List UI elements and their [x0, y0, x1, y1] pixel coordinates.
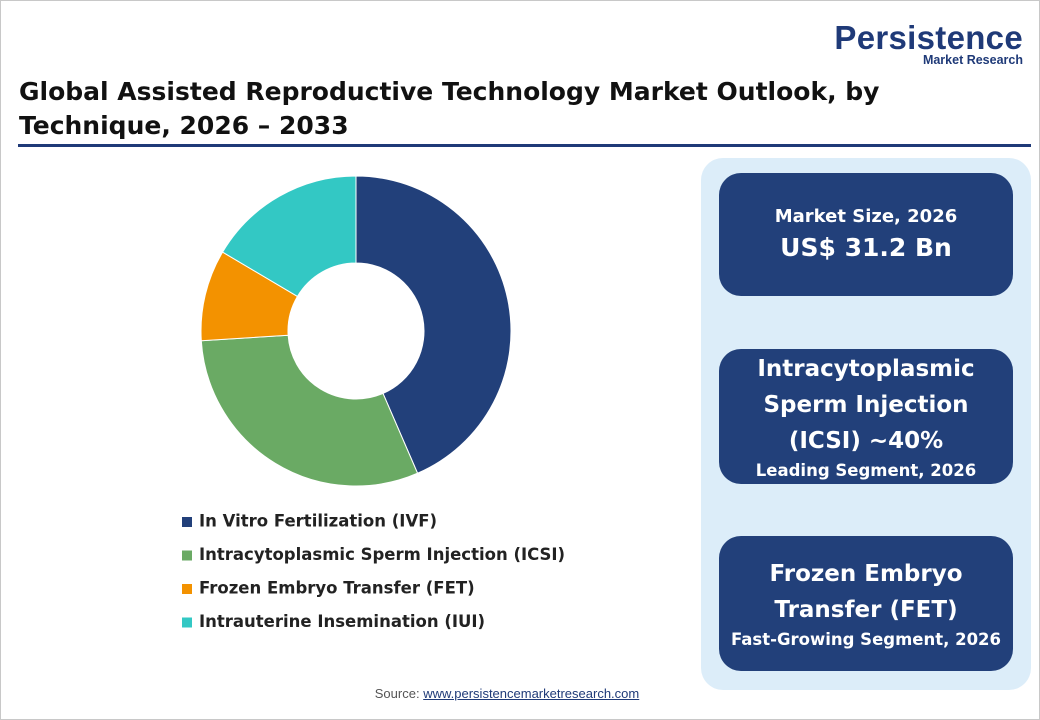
card-value: US$ 31.2 Bn	[780, 232, 952, 262]
legend-label: Intracytoplasmic Sperm Injection (ICSI)	[199, 545, 565, 564]
pie-slice	[355, 175, 512, 474]
source-link[interactable]: www.persistencemarketresearch.com	[423, 686, 640, 701]
legend-label: Frozen Embryo Transfer (FET)	[199, 579, 475, 598]
legend-swatch	[182, 517, 192, 527]
pie-slice	[200, 334, 419, 487]
chart: In Vitro Fertilization (IVF) Intracytopla…	[182, 175, 565, 631]
source-label: Source:	[374, 686, 420, 701]
logo-tagline: Market Research	[922, 53, 1023, 67]
legend-label: In Vitro Fertilization (IVF)	[199, 512, 437, 531]
legend-swatch	[182, 617, 192, 628]
legend-label: Intrauterine Insemination (IUI)	[199, 612, 485, 631]
card: Frozen Embryo Transfer (FET) Fast-Growin…	[719, 536, 1013, 671]
card: Intracytoplasmic Sperm Injection (ICSI) …	[719, 349, 1013, 484]
card-label: Fast-Growing Segment, 2026	[730, 629, 1002, 649]
pie-slice	[221, 175, 357, 298]
legend-swatch	[182, 584, 192, 594]
card-label: Leading Segment, 2026	[755, 460, 977, 480]
chart-title: Global Assisted Reproductive Technology …	[19, 77, 880, 140]
source: Source: www.persistencemarketresearch.co…	[1, 686, 1013, 701]
card-label: Market Size, 2026	[774, 205, 958, 227]
card-value: Frozen Embryo Transfer (FET)	[769, 560, 963, 623]
title-rule	[18, 144, 1031, 147]
legend-swatch	[182, 550, 192, 561]
card-value: Intracytoplasmic Sperm Injection (ICSI) …	[757, 355, 975, 454]
logo: Persistence	[834, 19, 1023, 56]
card: Market Size, 2026 US$ 31.2 Bn	[719, 173, 1013, 296]
